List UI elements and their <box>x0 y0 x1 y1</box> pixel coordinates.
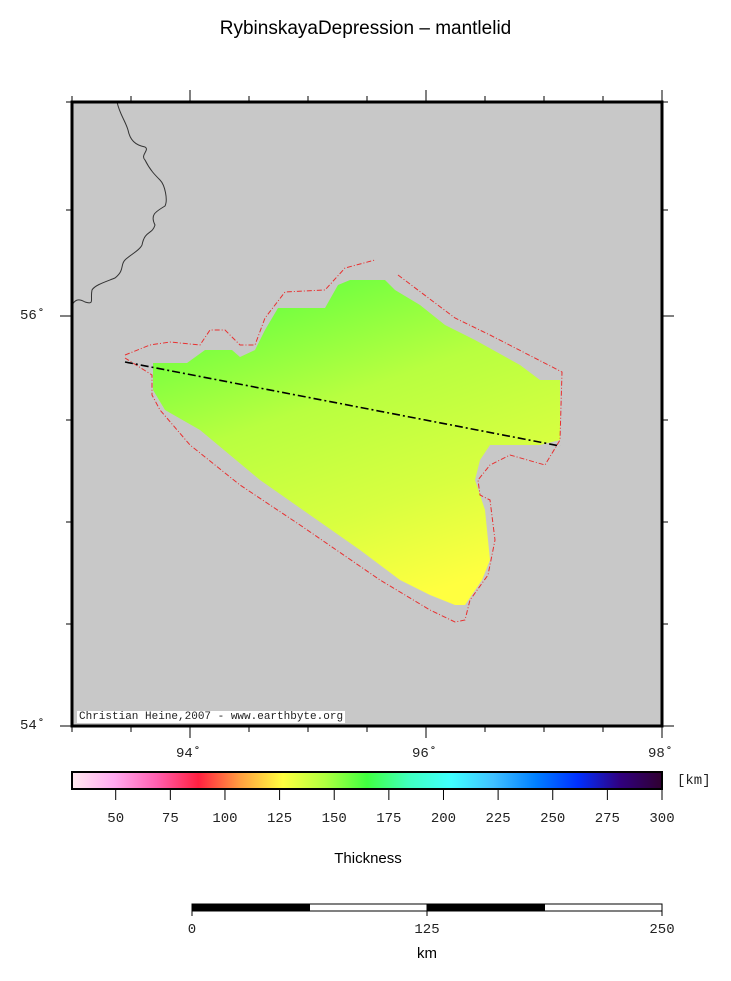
colorbar-tick-label: 125 <box>266 811 293 827</box>
scale-label: 250 <box>649 922 675 938</box>
thickness-grid <box>153 280 560 605</box>
colorbar-title: Thickness <box>334 850 402 867</box>
colorbar-tick-label: 300 <box>649 811 675 827</box>
colorbar-tick-label: 225 <box>485 811 511 827</box>
map-ticks <box>60 90 674 738</box>
lon-label: 96˚ <box>412 746 438 762</box>
colorbar-tick-label: 275 <box>594 811 620 827</box>
map-title: RybinskayaDepression – mantlelid <box>219 18 512 39</box>
colorbar-tick-label: 100 <box>212 811 238 827</box>
lon-label: 94˚ <box>176 746 202 762</box>
colorbar-tick-label: 175 <box>376 811 402 827</box>
colorbar-tick-label: 75 <box>161 811 179 827</box>
scale-bar <box>191 903 663 916</box>
colorbar-tick-label: 150 <box>321 811 347 827</box>
profile-line[interactable] <box>124 361 561 447</box>
lat-label: 56˚ <box>20 308 46 324</box>
scale-label: 125 <box>414 922 440 938</box>
lon-label: 98˚ <box>648 746 674 762</box>
colorbar-tick-label: 50 <box>107 811 125 827</box>
colorbar-tick-label: 250 <box>540 811 566 827</box>
colorbar-unit: [km] <box>677 773 711 789</box>
attribution: Christian Heine,2007 - www.earthbyte.org <box>77 711 346 723</box>
basin-outline <box>124 259 376 356</box>
colorbar-tick-label: 200 <box>430 811 457 827</box>
colorbar <box>71 771 663 790</box>
lat-label: 54˚ <box>20 718 46 734</box>
scale-unit: km <box>417 945 437 962</box>
coastline-river <box>71 101 167 306</box>
scale-label: 0 <box>187 922 197 938</box>
colorbar-ticks <box>115 789 663 800</box>
